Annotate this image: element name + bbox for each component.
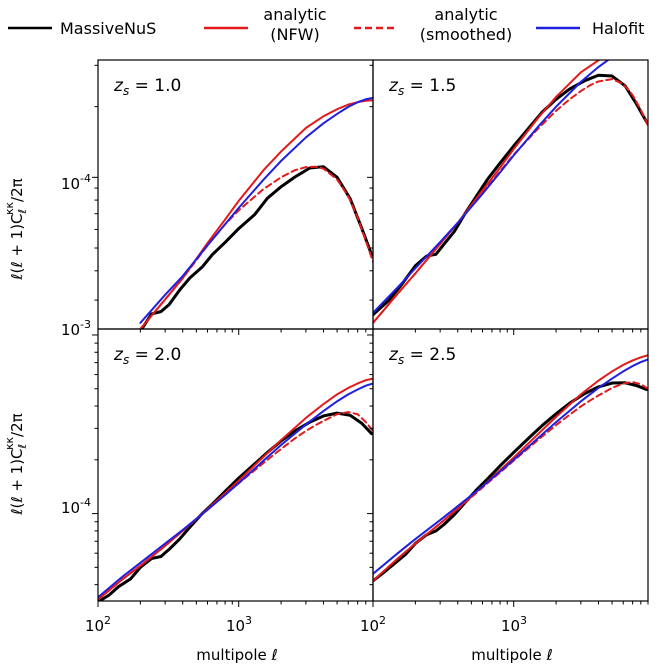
x-axis-label-left: multipole ℓ — [196, 646, 277, 664]
panels: zs = 1.0 zs = 1.5 zs = 2.0 zs = 2.5 — [92, 59, 649, 607]
series-line — [98, 411, 373, 601]
legend: MassiveNuSanalytic(NFW)analytic(smoothed… — [8, 5, 644, 44]
series-line — [140, 165, 373, 329]
legend-item: analytic(smoothed) — [354, 5, 512, 44]
series-line — [373, 358, 648, 575]
x-tick-label: 102 — [85, 614, 111, 635]
series-group — [373, 60, 648, 324]
legend-label: (smoothed) — [420, 25, 512, 44]
legend-label: MassiveNuS — [60, 19, 156, 38]
chart-panel: zs = 1.0 — [92, 59, 374, 335]
series-line — [98, 382, 373, 599]
series-line — [373, 381, 648, 582]
panel-frame — [372, 328, 649, 602]
series-line — [373, 381, 648, 583]
y-axis-label-top: ℓ(ℓ + 1)Cℓκκ/2π — [3, 178, 29, 280]
x-tick-label: 102 — [360, 614, 386, 635]
series-line — [373, 78, 648, 324]
chart-panel: zs = 1.5 — [367, 59, 649, 335]
legend-item: Halofit — [536, 19, 644, 38]
panel-label: zs = 1.0 — [113, 76, 181, 98]
panel-frame — [97, 328, 374, 602]
series-line — [98, 411, 373, 601]
x-tick-label: 103 — [226, 614, 252, 635]
series-line — [373, 60, 610, 314]
legend-label: analytic — [434, 5, 497, 24]
x-tick-label: 103 — [501, 614, 527, 635]
panel-frame — [97, 59, 374, 330]
series-line — [139, 165, 373, 329]
panel-label: zs = 2.5 — [388, 345, 456, 367]
chart-panel: zs = 2.5 — [367, 328, 649, 607]
panel-label: zs = 2.0 — [113, 345, 181, 367]
panel-label: zs = 1.5 — [388, 76, 456, 98]
series-line — [139, 96, 373, 324]
y-axis-label-bottom: ℓ(ℓ + 1)Cℓκκ/2π — [3, 413, 29, 515]
series-group — [373, 354, 648, 583]
legend-item: MassiveNuS — [8, 19, 156, 38]
y-tick-label: 10-3 — [61, 318, 91, 339]
chart-panel: zs = 2.0 — [92, 328, 374, 607]
y-tick-label: 10-4 — [61, 172, 91, 193]
legend-label: (NFW) — [270, 25, 319, 44]
legend-label: analytic — [263, 5, 326, 24]
series-group — [139, 96, 373, 329]
legend-item: analytic(NFW) — [204, 5, 327, 44]
legend-label: Halofit — [592, 19, 644, 38]
tick-labels: 10-4 10-3 10-4 102 103 102 103 — [61, 172, 527, 635]
series-line — [373, 73, 648, 317]
x-axis-label-right: multipole ℓ — [471, 646, 552, 664]
series-line — [373, 354, 648, 582]
y-tick-label: 10-4 — [61, 496, 91, 517]
panel-frame — [372, 59, 649, 330]
series-group — [98, 377, 373, 601]
